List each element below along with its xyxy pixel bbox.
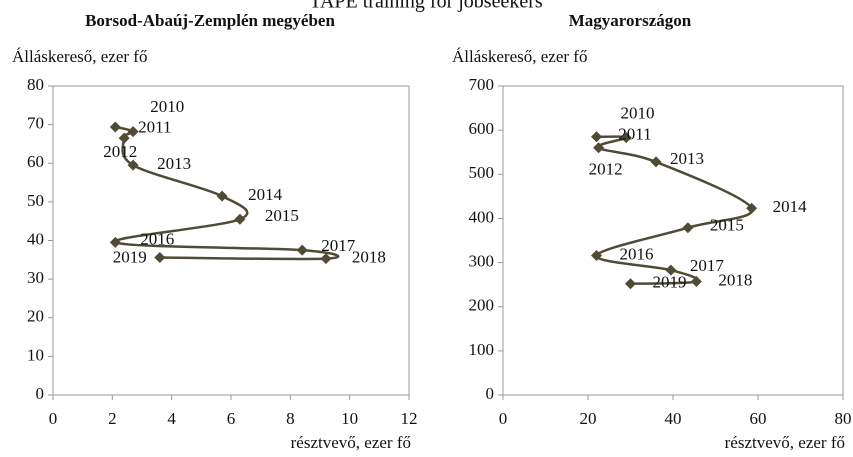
x-tick-label: 10 — [341, 409, 358, 428]
x-tick-label: 2 — [108, 409, 117, 428]
point-label: 2013 — [670, 149, 704, 168]
chart-title: Borsod-Abaúj-Zemplén megyében — [85, 11, 335, 30]
data-point — [109, 121, 121, 133]
x-tick-label: 0 — [49, 409, 58, 428]
data-point — [127, 159, 139, 171]
y-tick-label: 500 — [469, 163, 495, 182]
data-point — [320, 253, 332, 265]
x-tick-label: 4 — [167, 409, 176, 428]
data-point — [625, 278, 636, 290]
data-point — [591, 131, 602, 143]
y-tick-label: 0 — [36, 384, 45, 403]
data-point — [665, 264, 677, 276]
point-label: 2016 — [140, 229, 174, 248]
point-label: 2012 — [589, 160, 623, 179]
y-tick-label: 20 — [27, 307, 44, 326]
y-tick-label: 0 — [486, 384, 495, 403]
y-tick-label: 40 — [27, 229, 44, 248]
point-label: 2016 — [620, 244, 654, 263]
x-tick-label: 8 — [286, 409, 295, 428]
data-point — [682, 222, 694, 234]
data-point — [109, 236, 121, 248]
point-label: 2015 — [710, 216, 744, 235]
x-tick-label: 12 — [401, 409, 418, 428]
y-tick-label: 70 — [27, 114, 44, 133]
data-point — [591, 250, 602, 262]
x-tick-label: 6 — [227, 409, 236, 428]
y-axis-label: Álláskereső, ezer fő — [452, 47, 587, 66]
point-label: 2019 — [113, 247, 147, 266]
point-label: 2011 — [138, 117, 171, 136]
plot-frame — [502, 85, 844, 396]
y-tick-label: 700 — [469, 75, 495, 94]
y-tick-label: 80 — [27, 75, 44, 94]
x-axis-label: résztvevő, ezer fő — [291, 433, 411, 452]
data-line — [595, 135, 754, 286]
point-label: 2010 — [621, 104, 655, 123]
data-point — [296, 244, 308, 256]
data-point — [216, 190, 228, 202]
figure-title: TAPE training for jobseekers — [309, 0, 543, 13]
data-point — [690, 276, 702, 288]
x-tick-label: 80 — [835, 409, 852, 428]
data-point — [593, 142, 605, 154]
y-tick-label: 600 — [469, 119, 495, 138]
point-label: 2019 — [653, 273, 687, 292]
y-tick-label: 30 — [27, 268, 44, 287]
y-tick-label: 400 — [469, 207, 495, 226]
y-tick-label: 10 — [27, 345, 44, 364]
point-label: 2010 — [150, 97, 184, 116]
point-label: 2014 — [248, 185, 283, 204]
plot-frame — [52, 85, 410, 396]
data-point — [127, 126, 139, 138]
point-label: 2018 — [718, 270, 752, 289]
x-axis-label: résztvevő, ezer fő — [725, 433, 845, 452]
y-tick-label: 100 — [469, 340, 495, 359]
y-axis-label: Álláskereső, ezer fő — [12, 47, 147, 66]
data-point — [620, 132, 632, 144]
point-label: 2018 — [352, 248, 386, 267]
data-point — [154, 251, 166, 263]
x-tick-label: 40 — [665, 409, 682, 428]
point-label: 2015 — [265, 206, 299, 225]
data-point — [118, 132, 130, 144]
point-label: 2014 — [773, 197, 808, 216]
y-tick-label: 200 — [469, 296, 495, 315]
chart-title: Magyarországon — [569, 11, 692, 30]
y-tick-label: 300 — [469, 251, 495, 270]
data-point — [650, 156, 662, 168]
x-tick-label: 60 — [750, 409, 767, 428]
data-point — [234, 213, 246, 225]
point-label: 2017 — [690, 256, 725, 275]
x-tick-label: 0 — [499, 409, 508, 428]
x-tick-label: 20 — [580, 409, 597, 428]
y-tick-label: 60 — [27, 152, 44, 171]
point-label: 2011 — [618, 125, 651, 144]
y-tick-label: 50 — [27, 191, 44, 210]
point-label: 2012 — [103, 142, 137, 161]
point-label: 2017 — [321, 236, 356, 255]
data-point — [746, 202, 758, 214]
point-label: 2013 — [157, 154, 191, 173]
